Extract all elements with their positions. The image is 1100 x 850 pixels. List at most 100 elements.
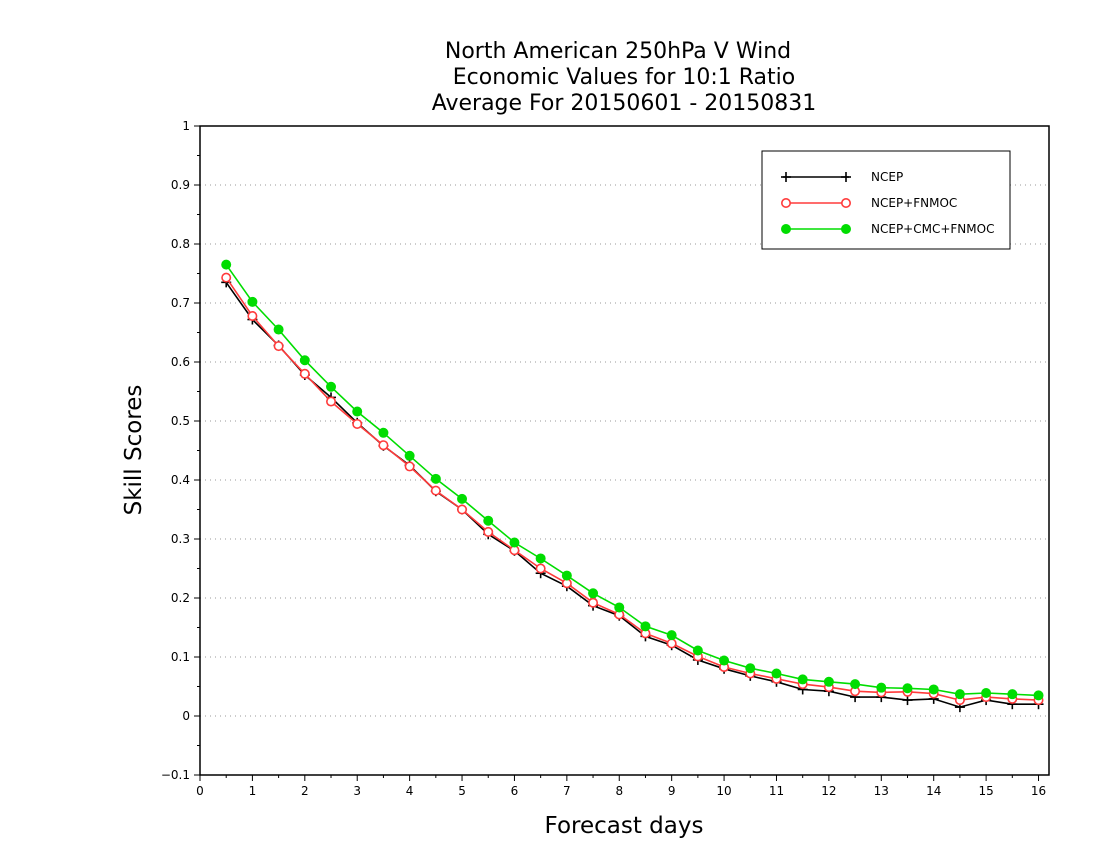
y-tick-label: 0.9: [171, 178, 190, 192]
data-point-filled-circle: [692, 645, 703, 656]
x-tick-label: 14: [926, 784, 941, 798]
series-layer: [221, 259, 1044, 713]
data-point-filled-circle: [850, 679, 861, 690]
data-point-filled-circle: [561, 570, 572, 581]
data-point-open-circle: [378, 440, 389, 451]
x-tick-label: 4: [406, 784, 414, 798]
y-tick-label: 0.5: [171, 414, 190, 428]
x-tick-labels: 0 1 2 3 4 5 6 7 8 9 10 11 12 13 14 15 16: [196, 784, 1046, 798]
data-point-plus: [781, 172, 791, 182]
x-tick-label: 2: [301, 784, 309, 798]
series-line: [225, 264, 1039, 697]
series-0: [221, 277, 1044, 713]
x-tick-label: 16: [1031, 784, 1046, 798]
data-point-filled-circle: [1033, 690, 1044, 701]
data-point-open-circle: [404, 461, 415, 472]
data-point-open-circle: [666, 638, 677, 649]
x-tick-label: 11: [769, 784, 784, 798]
data-point-open-circle: [457, 504, 468, 515]
data-point-filled-circle: [430, 473, 441, 484]
data-point-filled-circle: [719, 655, 730, 666]
x-tick-label: 3: [353, 784, 361, 798]
y-tick-label: 0.1: [171, 650, 190, 664]
title-line-3: Average For 20150601 - 20150831: [432, 91, 817, 116]
data-point-filled-circle: [781, 224, 791, 234]
x-tick-label: 12: [821, 784, 836, 798]
y-axis-label: Skill Scores: [121, 385, 147, 516]
y-tick-label: 0.8: [171, 237, 190, 251]
data-point-filled-circle: [247, 296, 258, 307]
series-2: [221, 259, 1044, 701]
y-tick-label: 1: [182, 119, 190, 133]
data-point-open-circle: [221, 272, 232, 283]
series-1: [221, 272, 1044, 706]
x-tick-label: 8: [615, 784, 623, 798]
tick-marks: [194, 125, 1040, 781]
y-tick-label: 0.7: [171, 296, 190, 310]
legend-box: [761, 150, 1011, 250]
data-point-open-circle: [247, 310, 258, 321]
legend-label: NCEP+CMC+FNMOC: [871, 222, 994, 236]
data-point-filled-circle: [954, 689, 965, 700]
data-point-open-circle: [299, 368, 310, 379]
title-line-1: North American 250hPa V Wind: [445, 39, 791, 64]
data-point-filled-circle: [928, 684, 939, 695]
y-tick-label: 0.4: [171, 473, 190, 487]
data-point-open-circle: [483, 526, 494, 537]
data-point-filled-circle: [457, 493, 468, 504]
data-point-filled-circle: [841, 224, 851, 234]
x-tick-label: 15: [978, 784, 993, 798]
data-point-filled-circle: [666, 630, 677, 641]
x-tick-label: 5: [458, 784, 466, 798]
data-point-filled-circle: [326, 381, 337, 392]
data-point-filled-circle: [745, 663, 756, 674]
data-point-filled-circle: [588, 588, 599, 599]
data-point-open-circle: [430, 485, 441, 496]
y-tick-labels: −0.1 0 0.1 0.2 0.3 0.4 0.5 0.6 0.7 0.8 0.9 1: [161, 119, 190, 782]
data-point-open-circle: [780, 198, 791, 209]
series-line: [225, 277, 1039, 701]
data-point-filled-circle: [1007, 689, 1018, 700]
data-point-filled-circle: [352, 406, 363, 417]
data-point-open-circle: [273, 341, 284, 352]
data-point-filled-circle: [876, 682, 887, 693]
data-point-filled-circle: [614, 602, 625, 613]
x-tick-label: 0: [196, 784, 204, 798]
data-point-filled-circle: [535, 553, 546, 564]
y-tick-label: 0.2: [171, 591, 190, 605]
legend-entry: NCEP+CMC+FNMOC: [781, 222, 994, 236]
series-line: [225, 281, 1039, 708]
data-point-filled-circle: [221, 259, 232, 270]
y-tick-label: −0.1: [161, 768, 190, 782]
data-point-filled-circle: [771, 668, 782, 679]
data-point-filled-circle: [797, 674, 808, 685]
data-point-open-circle: [840, 198, 851, 209]
data-point-filled-circle: [509, 537, 520, 548]
data-point-filled-circle: [640, 621, 651, 632]
data-point-filled-circle: [378, 427, 389, 438]
data-point-filled-circle: [299, 355, 310, 366]
chart-title: North American 250hPa V Wind Economic Va…: [432, 39, 817, 116]
data-point-filled-circle: [404, 450, 415, 461]
data-point-open-circle: [326, 396, 337, 407]
data-point-filled-circle: [981, 687, 992, 698]
grid: [200, 184, 1049, 717]
x-tick-label: 7: [563, 784, 571, 798]
x-tick-label: 9: [668, 784, 676, 798]
legend-label: NCEP: [871, 170, 903, 184]
x-tick-label: 13: [874, 784, 889, 798]
data-point-filled-circle: [483, 515, 494, 526]
title-line-2: Economic Values for 10:1 Ratio: [453, 65, 795, 90]
x-tick-label: 6: [511, 784, 519, 798]
legend-label: NCEP+FNMOC: [871, 196, 957, 210]
data-point-filled-circle: [823, 676, 834, 687]
y-tick-label: 0: [182, 709, 190, 723]
legend: NCEP NCEP+FNMOC NCEP+CMC+FNMOC: [761, 150, 1011, 250]
x-tick-label: 10: [716, 784, 731, 798]
x-tick-label: 1: [249, 784, 257, 798]
data-point-open-circle: [535, 563, 546, 574]
y-tick-label: 0.3: [171, 532, 190, 546]
data-point-filled-circle: [902, 683, 913, 694]
legend-entry: NCEP: [781, 170, 903, 184]
